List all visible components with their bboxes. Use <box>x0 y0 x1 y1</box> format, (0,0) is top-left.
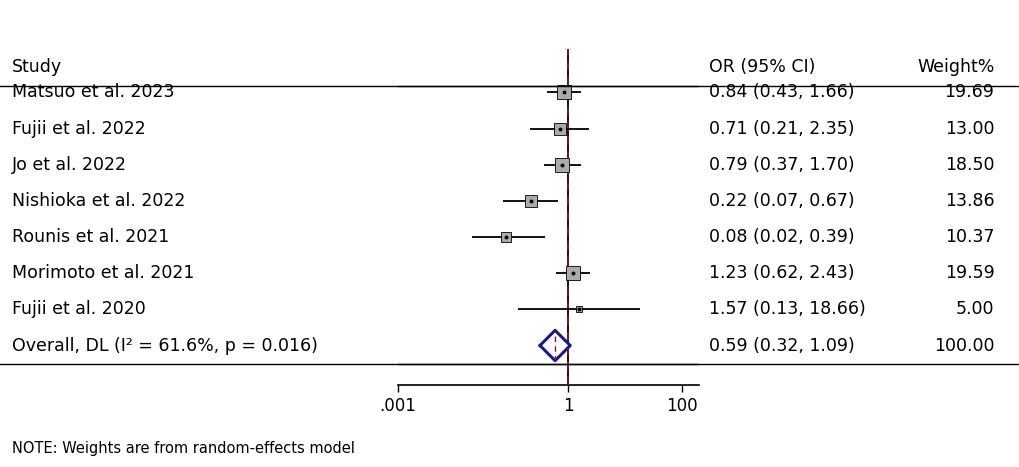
Text: 0.71 (0.21, 2.35): 0.71 (0.21, 2.35) <box>708 120 854 138</box>
Text: Nishioka et al. 2022: Nishioka et al. 2022 <box>12 192 185 210</box>
Text: 0.22 (0.07, 0.67): 0.22 (0.07, 0.67) <box>708 192 854 210</box>
Text: 0.84 (0.43, 1.66): 0.84 (0.43, 1.66) <box>708 84 854 101</box>
Text: Morimoto et al. 2021: Morimoto et al. 2021 <box>12 264 195 282</box>
Text: Matsuo et al. 2023: Matsuo et al. 2023 <box>12 84 174 101</box>
Text: Overall, DL (I² = 61.6%, p = 0.016): Overall, DL (I² = 61.6%, p = 0.016) <box>12 337 318 354</box>
Text: 0.79 (0.37, 1.70): 0.79 (0.37, 1.70) <box>708 156 854 174</box>
Text: Weight%: Weight% <box>916 58 994 76</box>
Text: NOTE: Weights are from random-effects model: NOTE: Weights are from random-effects mo… <box>12 441 355 456</box>
Text: Fujii et al. 2020: Fujii et al. 2020 <box>12 300 146 318</box>
Text: Study: Study <box>12 58 62 76</box>
Text: 18.50: 18.50 <box>944 156 994 174</box>
Text: 0.08 (0.02, 0.39): 0.08 (0.02, 0.39) <box>708 228 854 246</box>
Text: Rounis et al. 2021: Rounis et al. 2021 <box>12 228 169 246</box>
Text: 0.59 (0.32, 1.09): 0.59 (0.32, 1.09) <box>708 337 854 354</box>
Text: 1.57 (0.13, 18.66): 1.57 (0.13, 18.66) <box>708 300 865 318</box>
Text: 100.00: 100.00 <box>933 337 994 354</box>
Text: 19.59: 19.59 <box>944 264 994 282</box>
Polygon shape <box>539 330 570 361</box>
Text: OR (95% CI): OR (95% CI) <box>708 58 814 76</box>
Text: 10.37: 10.37 <box>944 228 994 246</box>
Text: Fujii et al. 2022: Fujii et al. 2022 <box>12 120 146 138</box>
Text: 5.00: 5.00 <box>955 300 994 318</box>
Text: 13.00: 13.00 <box>944 120 994 138</box>
Text: 13.86: 13.86 <box>944 192 994 210</box>
Text: Jo et al. 2022: Jo et al. 2022 <box>12 156 127 174</box>
Text: 1.23 (0.62, 2.43): 1.23 (0.62, 2.43) <box>708 264 854 282</box>
Text: 19.69: 19.69 <box>944 84 994 101</box>
